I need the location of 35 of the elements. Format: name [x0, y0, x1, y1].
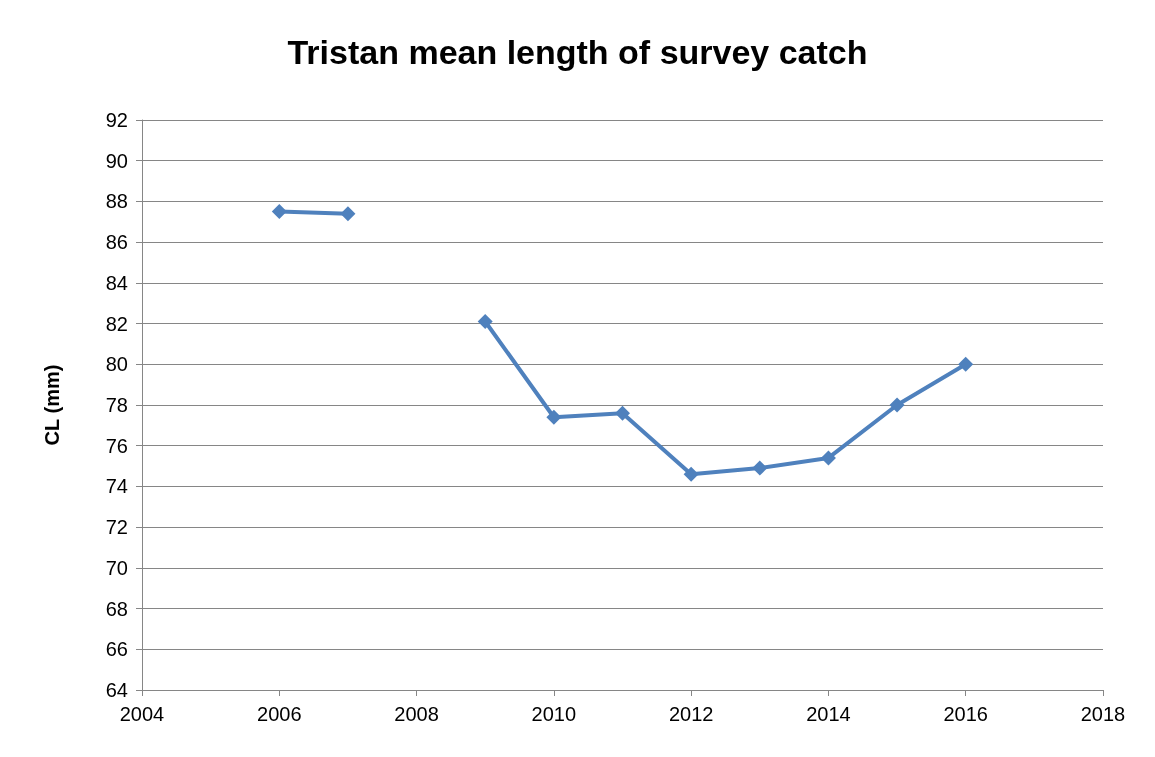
point	[271, 204, 287, 220]
x-tick-label: 2012	[668, 703, 714, 725]
y-tick-label: 82	[105, 312, 128, 335]
y-tick-label: 70	[105, 556, 128, 579]
x-tick-label: 2006	[257, 703, 302, 725]
x-tick-label: 2008	[394, 703, 439, 725]
y-tick-label: 78	[105, 394, 128, 416]
chart-title: Tristan mean length of survey catch	[287, 33, 868, 71]
point	[546, 409, 562, 425]
y-tick-label: 76	[105, 434, 128, 457]
y-tick-label: 74	[105, 475, 128, 498]
x-tick-label: 2018	[1080, 703, 1126, 725]
y-tick-label: 84	[105, 271, 128, 294]
point	[683, 466, 699, 482]
point	[477, 314, 493, 330]
x-tick-label: 2004	[119, 703, 165, 725]
y-tick-label: 80	[105, 353, 128, 376]
y-tick-label: 90	[105, 149, 128, 172]
y-tick-label: 66	[105, 638, 128, 661]
point	[889, 397, 905, 413]
point	[820, 450, 836, 466]
y-tick-label: 86	[105, 231, 128, 254]
x-tick-label: 2016	[943, 703, 988, 725]
point	[752, 460, 768, 476]
y-tick-label: 88	[105, 190, 128, 213]
point	[615, 405, 630, 421]
y-tick-label: 68	[105, 597, 128, 620]
point	[958, 356, 974, 372]
y-tick-label: 72	[105, 516, 128, 539]
y-tick-label: 64	[105, 679, 128, 701]
x-tick-label: 2010	[531, 703, 577, 725]
y-axis-title: CL (mm)	[41, 364, 63, 446]
y-tick-label: 92	[105, 109, 128, 131]
point	[340, 206, 356, 222]
x-tick-label: 2014	[806, 703, 851, 725]
